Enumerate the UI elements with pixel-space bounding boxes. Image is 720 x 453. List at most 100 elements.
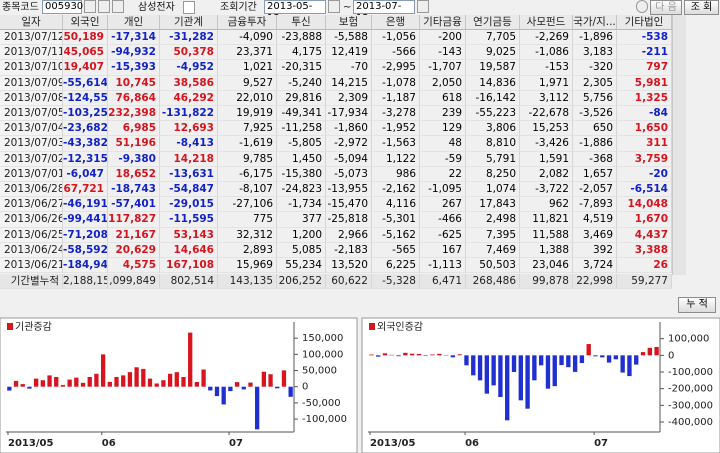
cell: 48 xyxy=(420,136,466,152)
cell: -84 xyxy=(617,106,672,122)
memo-icon[interactable] xyxy=(183,1,195,14)
search-button[interactable]: 조 회 xyxy=(684,0,719,15)
cell: -55,614 xyxy=(63,75,108,91)
bar xyxy=(484,355,490,394)
cell: -1,860 xyxy=(326,121,372,137)
table-row: 2013/07/12 50,189 -17,314 -31,282 -4,090 -23,… xyxy=(0,30,672,46)
bar xyxy=(477,355,483,381)
bar xyxy=(627,355,632,377)
bar xyxy=(275,386,280,389)
cell: -5,805 xyxy=(277,136,326,152)
lookup-icon[interactable] xyxy=(112,0,124,13)
column-header: 개인 xyxy=(108,15,160,30)
cell: -4,952 xyxy=(160,60,218,76)
cell: 4,116 xyxy=(372,197,420,213)
bar xyxy=(511,355,517,372)
dropdown[interactable] xyxy=(84,0,96,13)
cell: 2,309 xyxy=(326,90,372,106)
bar xyxy=(188,332,193,387)
x-tick-label: 06 xyxy=(102,438,116,449)
table-row: 2013/06/26 -99,441 117,827 -11,595 775 377 -25… xyxy=(0,212,672,228)
cell: 2013/07/02 xyxy=(0,151,63,167)
bar xyxy=(654,346,659,356)
legend-swatch xyxy=(7,323,13,330)
cell: -143 xyxy=(420,45,466,61)
cell: ,099,849 xyxy=(108,274,160,290)
next-button[interactable]: 다 음 xyxy=(650,0,682,15)
cell: 50,378 xyxy=(160,45,218,61)
calendar-icon[interactable] xyxy=(328,0,340,13)
cell: 22 xyxy=(420,166,466,182)
cell: 143,135 xyxy=(218,274,277,290)
cell: 8,810 xyxy=(466,136,520,152)
table-row: 2013/07/03 -43,382 51,196 -8,413 -1,619 -5,80… xyxy=(0,136,672,152)
bar xyxy=(471,355,476,376)
bar xyxy=(214,386,220,397)
bar xyxy=(33,378,39,387)
bar xyxy=(376,355,381,357)
cell: 1,122 xyxy=(372,151,420,167)
search-icon[interactable] xyxy=(98,0,110,13)
table-row: 2013/07/02 -12,315 -9,380 14,218 9,785 1,450-… xyxy=(0,151,672,167)
cell: 59,277 xyxy=(617,274,672,290)
calendar-icon[interactable] xyxy=(417,0,429,13)
cell: -131,822 xyxy=(160,106,218,122)
bar xyxy=(154,383,159,387)
cell: 7,925 xyxy=(218,121,277,137)
cell: 1,650 xyxy=(617,121,672,137)
cell: 2013/06/25 xyxy=(0,227,63,243)
cell: 4,519 xyxy=(573,212,617,228)
cell: 802,514 xyxy=(160,274,218,290)
cell: 392 xyxy=(573,242,617,258)
cell: 4,437 xyxy=(617,227,672,243)
cell: 10,745 xyxy=(108,75,160,91)
settings-icon[interactable] xyxy=(636,0,648,13)
cell: 3,806 xyxy=(466,121,520,137)
table-row: 2013/07/05-103,250232,398-131,82219,919-… xyxy=(0,106,672,122)
column-header: 기타법인 xyxy=(617,15,672,30)
cumulative-button[interactable]: 누 적 xyxy=(678,297,716,313)
y-tick-label: -300,000 xyxy=(668,400,713,411)
cell: -1,078 xyxy=(372,75,420,91)
cell: 2013/07/05 xyxy=(0,106,63,122)
bar xyxy=(20,384,25,387)
cell: -3,526 xyxy=(573,106,617,122)
bar xyxy=(167,373,173,387)
bar xyxy=(67,379,72,387)
bar xyxy=(640,352,646,356)
x-tick-label: 06 xyxy=(465,438,479,449)
cell: -18,743 xyxy=(108,182,160,198)
cell: -24,823 xyxy=(277,182,326,198)
bar xyxy=(572,355,578,372)
bar xyxy=(127,372,133,387)
cell: -103,250 xyxy=(63,106,108,122)
cell: -6,047 xyxy=(63,166,108,182)
cell: 67,721 xyxy=(63,182,108,198)
bar xyxy=(593,355,598,357)
bar xyxy=(40,380,45,387)
table-row: 2013/07/09 -55,614 10,745 38,586 9,527 -5,240… xyxy=(0,75,672,91)
bar xyxy=(532,355,537,381)
cell: 2013/07/09 xyxy=(0,75,63,91)
cell: 18,652 xyxy=(108,166,160,182)
bar xyxy=(566,355,571,368)
cell: 55,234 xyxy=(277,258,326,274)
cell: 797 xyxy=(617,60,672,76)
scrollbar[interactable] xyxy=(672,15,686,275)
bar xyxy=(606,355,612,363)
bar xyxy=(409,353,415,356)
bar xyxy=(579,355,585,364)
data-grid: 일자 외국인 개인 기관계 금융투자 투신 보험 은행 기타금융 연기금등 사모펀드 국가/지... 기… xyxy=(0,15,686,290)
bar xyxy=(437,353,442,356)
bar xyxy=(234,382,240,387)
cell: 29,816 xyxy=(277,90,326,106)
cell: 23,371 xyxy=(218,45,277,61)
cell: -20,315 xyxy=(277,60,326,76)
cell: -11,595 xyxy=(160,212,218,228)
cell: -17,934 xyxy=(326,106,372,122)
cell: 1,021 xyxy=(218,60,277,76)
x-tick-label: 07 xyxy=(229,438,243,449)
code-input[interactable]: 005930 xyxy=(42,0,83,14)
bar xyxy=(141,368,146,387)
